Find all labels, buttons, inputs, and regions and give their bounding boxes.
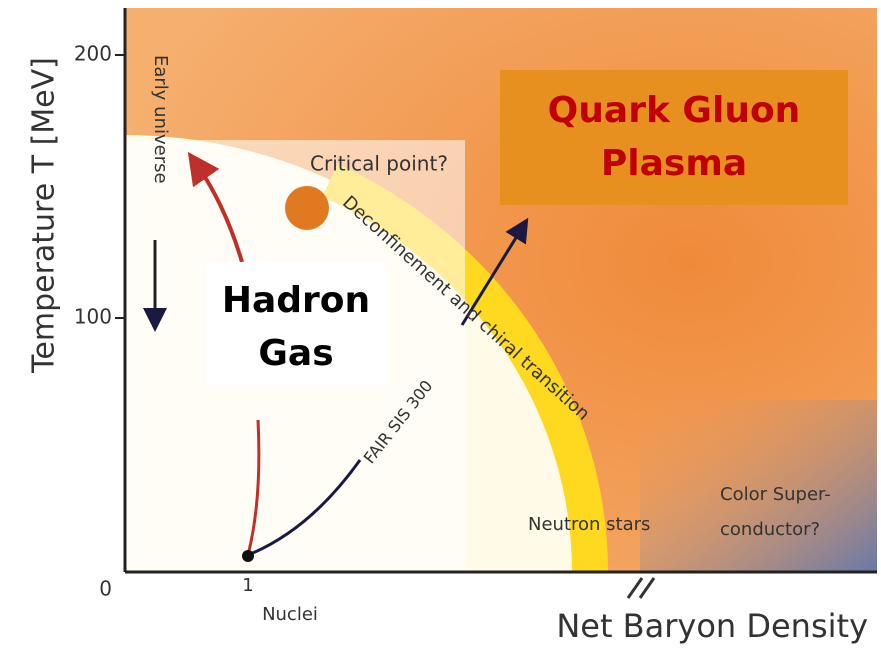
color-super-label: Color Super- (720, 484, 831, 505)
x-axis-label: Net Baryon Density (556, 607, 868, 645)
x-tick-label: 1 (242, 575, 253, 596)
y-axis-label: Temperature T [MeV] (27, 57, 62, 374)
page: 200 100 0 Temperature T [MeV] 1 Nuclei N… (0, 0, 881, 670)
nuclei-point (242, 550, 254, 562)
color-super-label: conductor? (720, 519, 820, 540)
y-tick-label: 200 (74, 42, 112, 66)
critical-point-label: Critical point? (310, 152, 448, 176)
y-tick-label: 100 (74, 305, 112, 329)
neutron-stars-label: Neutron stars (528, 514, 650, 535)
axis-break (628, 578, 654, 598)
qgp-label: Plasma (601, 143, 747, 184)
x-tick-caption: Nuclei (262, 604, 318, 625)
hadron-label: Gas (258, 333, 333, 374)
critical-point (285, 186, 329, 230)
early-universe-label: Early universe (150, 55, 171, 184)
y-tick-label: 0 (99, 577, 112, 601)
phase-diagram: 200 100 0 Temperature T [MeV] 1 Nuclei N… (0, 0, 881, 670)
hadron-label: Hadron (222, 280, 370, 321)
qgp-label: Quark Gluon (548, 90, 801, 131)
